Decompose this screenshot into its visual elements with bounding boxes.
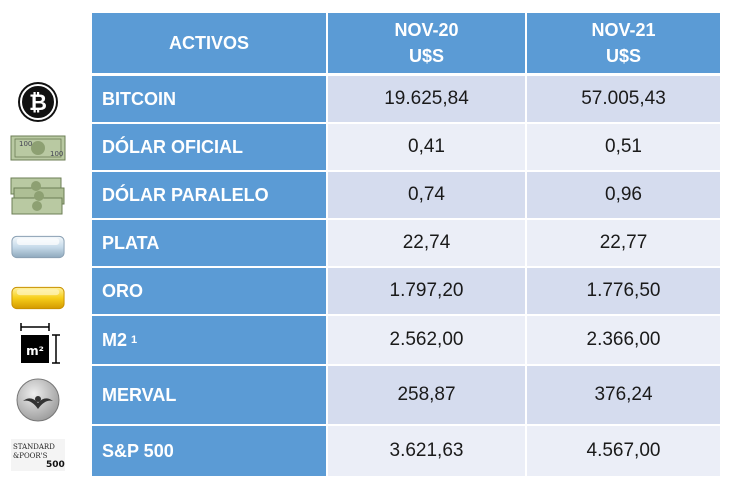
header-nov20-date: NOV-20 <box>394 19 459 40</box>
row-oro-nov20: 1.797,20 <box>328 268 525 314</box>
cell-value: 258,87 <box>397 384 456 405</box>
footnote-marker: 1 <box>131 334 138 346</box>
row-label: ORO <box>102 280 144 301</box>
row-m2-nov21: 2.366,00 <box>527 316 720 364</box>
row-label: MERVAL <box>102 384 177 405</box>
header-nov21-date: NOV-21 <box>591 19 656 40</box>
row-sp500-nov20: 3.621,63 <box>328 426 525 476</box>
row-plata-label: PLATA <box>92 220 326 266</box>
row-dolar-paralelo-label: DÓLAR PARALELO <box>92 172 326 218</box>
row-merval-nov20: 258,87 <box>328 366 525 424</box>
sp-line2: &POOR'S <box>13 452 48 460</box>
svg-text:₿: ₿ <box>29 91 47 116</box>
cell-value: 22,77 <box>599 232 648 253</box>
header-nov20: NOV-20 U$S <box>328 13 525 73</box>
row-label: DÓLAR PARALELO <box>102 184 269 205</box>
row-label: DÓLAR OFICIAL <box>102 136 243 157</box>
header-nov20-currency: U$S <box>408 46 444 66</box>
cell-value: 2.562,00 <box>389 329 464 350</box>
row-bitcoin-label: BITCOIN <box>92 76 326 122</box>
sp-line1: STANDARD <box>13 443 55 451</box>
sp-line3: 500 <box>46 460 65 470</box>
header-nov21: NOV-21 U$S <box>527 13 720 73</box>
cell-value: 1.776,50 <box>586 280 661 301</box>
row-oro-label: ORO <box>92 268 326 314</box>
row-bitcoin-nov20: 19.625,84 <box>328 76 525 122</box>
merval-logo-icon <box>10 378 66 422</box>
row-dolar-paralelo-nov20: 0,74 <box>328 172 525 218</box>
svg-text:100: 100 <box>19 140 32 148</box>
row-dolar-oficial-nov20: 0,41 <box>328 124 525 170</box>
cell-value: 57.005,43 <box>581 88 666 109</box>
cell-value: 22,74 <box>402 232 451 253</box>
cell-value: 376,24 <box>594 384 653 405</box>
header-activos-label: ACTIVOS <box>168 32 249 53</box>
row-plata-nov21: 22,77 <box>527 220 720 266</box>
silver-bar-icon <box>10 226 66 266</box>
dollar-bill-icon: 100 100 <box>10 128 66 168</box>
row-dolar-oficial-nov21: 0,51 <box>527 124 720 170</box>
cell-value: 1.797,20 <box>389 280 464 301</box>
sp500-logo-icon: STANDARD &POOR'S 500 <box>10 435 66 475</box>
cell-value: 2.366,00 <box>586 329 661 350</box>
header-nov21-currency: U$S <box>605 46 641 66</box>
row-bitcoin-nov21: 57.005,43 <box>527 76 720 122</box>
cell-value: 0,51 <box>605 136 642 157</box>
dollar-stack-icon <box>10 176 66 216</box>
row-merval-nov21: 376,24 <box>527 366 720 424</box>
row-plata-nov20: 22,74 <box>328 220 525 266</box>
cell-value: 0,96 <box>605 184 642 205</box>
cell-value: 4.567,00 <box>586 440 661 461</box>
header-activos: ACTIVOS <box>92 13 326 73</box>
svg-text:100: 100 <box>50 150 63 158</box>
row-sp500-label: S&P 500 <box>92 426 326 476</box>
bitcoin-icon: ₿ <box>10 82 66 122</box>
cell-value: 0,41 <box>408 136 445 157</box>
cell-value: 19.625,84 <box>384 88 469 109</box>
row-sp500-nov21: 4.567,00 <box>527 426 720 476</box>
gold-bar-icon <box>10 278 66 318</box>
row-label: M2 <box>102 329 128 350</box>
row-m2-label: M2 1 <box>92 316 326 364</box>
row-label: PLATA <box>102 232 160 253</box>
row-merval-label: MERVAL <box>92 366 326 424</box>
row-label: BITCOIN <box>102 88 176 109</box>
cell-value: 0,74 <box>408 184 445 205</box>
row-oro-nov21: 1.776,50 <box>527 268 720 314</box>
m2-text: m² <box>26 344 44 358</box>
row-m2-nov20: 2.562,00 <box>328 316 525 364</box>
row-dolar-paralelo-nov21: 0,96 <box>527 172 720 218</box>
row-dolar-oficial-label: DÓLAR OFICIAL <box>92 124 326 170</box>
square-meter-icon: m² <box>10 323 66 364</box>
cell-value: 3.621,63 <box>389 440 464 461</box>
row-label: S&P 500 <box>102 440 174 461</box>
